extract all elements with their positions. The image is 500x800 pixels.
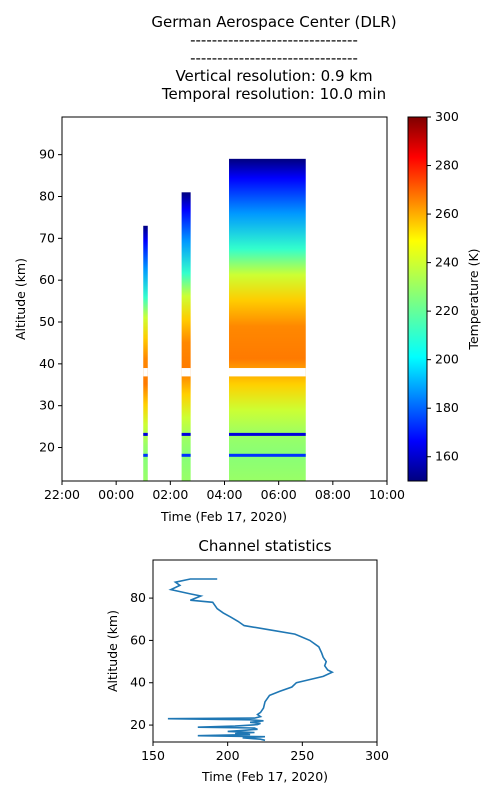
line-chart-x-tick-label: 250 xyxy=(290,748,314,763)
colorbar-tick-label: 260 xyxy=(435,206,459,221)
line-chart-x-tick-label: 300 xyxy=(365,748,389,763)
heatmap-segment-3 xyxy=(229,158,306,481)
colorbar-tick-label: 200 xyxy=(435,352,459,367)
colorbar-ticks: 160 180 200 220 240 260 280 300 xyxy=(427,109,459,464)
line-chart-y-tick-label: 80 xyxy=(130,590,146,605)
heatmap-gap-band xyxy=(143,368,148,377)
line-chart-frame xyxy=(152,559,378,743)
line-chart-x-tick-label: 200 xyxy=(216,748,240,763)
colorbar-tick-label: 160 xyxy=(435,449,459,464)
heatmap-x-tick-label: 00:00 xyxy=(98,487,134,502)
colorbar-tick-label: 300 xyxy=(435,109,459,124)
colorbar-tick-label: 280 xyxy=(435,158,459,173)
heatmap-y-tick-label: 90 xyxy=(39,147,55,162)
colorbar-tick-label: 220 xyxy=(435,303,459,318)
heatmap-y-label: Altitude (km) xyxy=(13,258,28,340)
heatmap-x-ticks: 22:00 00:00 02:00 04:00 06:00 08:00 10:00 xyxy=(44,481,405,502)
profile-series-line xyxy=(167,578,335,742)
line-chart-x-tick-label: 150 xyxy=(141,748,165,763)
heatmap-x-tick-label: 04:00 xyxy=(206,487,242,502)
colorbar xyxy=(407,116,428,482)
heatmap-cold-band xyxy=(143,432,148,436)
heatmap-y-tick-label: 30 xyxy=(39,398,55,413)
heatmap-x-tick-label: 10:00 xyxy=(369,487,405,502)
line-chart-y-tick-label: 20 xyxy=(130,717,146,732)
title-line-5: Temporal resolution: 10.0 min xyxy=(161,85,387,103)
heatmap-y-tick-label: 20 xyxy=(39,440,55,455)
title-line-2: ------------------------------- xyxy=(190,31,358,49)
line-chart-x-ticks: 150 200 250 300 xyxy=(141,742,389,763)
heatmap-x-tick-label: 06:00 xyxy=(261,487,297,502)
heatmap-frame xyxy=(61,116,388,482)
line-chart-y-label: Altitude (km) xyxy=(105,610,120,692)
title-line-1: German Aerospace Center (DLR) xyxy=(151,13,397,31)
colorbar-label: Temperature (K) xyxy=(466,248,481,350)
heatmap-cold-band xyxy=(181,432,191,436)
line-chart-y-tick-label: 60 xyxy=(130,632,146,647)
heatmap-marks xyxy=(143,158,306,481)
heatmap-cold-band xyxy=(229,432,306,436)
heatmap-x-tick-label: 22:00 xyxy=(44,487,80,502)
heatmap-y-tick-label: 70 xyxy=(39,230,55,245)
line-chart-y-ticks: 20 40 60 80 xyxy=(130,590,153,732)
heatmap-cold-band xyxy=(181,453,191,457)
heatmap-segment-1 xyxy=(143,225,148,481)
line-chart-y-tick-label: 40 xyxy=(130,675,146,690)
colorbar-tick-label: 240 xyxy=(435,255,459,270)
heatmap-x-label: Time (Feb 17, 2020) xyxy=(160,509,287,524)
heatmap-y-ticks: 20 30 40 50 60 70 80 90 xyxy=(39,147,62,455)
heatmap-y-tick-label: 60 xyxy=(39,272,55,287)
heatmap-cold-band xyxy=(229,453,306,457)
heatmap-cold-band xyxy=(143,453,148,457)
heatmap-segment-2 xyxy=(181,192,191,481)
heatmap-gap-band xyxy=(229,368,306,377)
line-chart-x-label: Time (Feb 17, 2020) xyxy=(201,769,328,784)
heatmap-x-tick-label: 08:00 xyxy=(315,487,351,502)
heatmap-y-tick-label: 80 xyxy=(39,188,55,203)
heatmap-y-tick-label: 50 xyxy=(39,314,55,329)
heatmap-gap-band xyxy=(181,368,191,377)
heatmap-y-tick-label: 40 xyxy=(39,356,55,371)
line-chart-title: Channel statistics xyxy=(198,537,331,555)
heatmap-x-tick-label: 02:00 xyxy=(152,487,188,502)
title-line-3: ------------------------------- xyxy=(190,49,358,67)
title-line-4: Vertical resolution: 0.9 km xyxy=(175,67,373,85)
colorbar-tick-label: 180 xyxy=(435,400,459,415)
